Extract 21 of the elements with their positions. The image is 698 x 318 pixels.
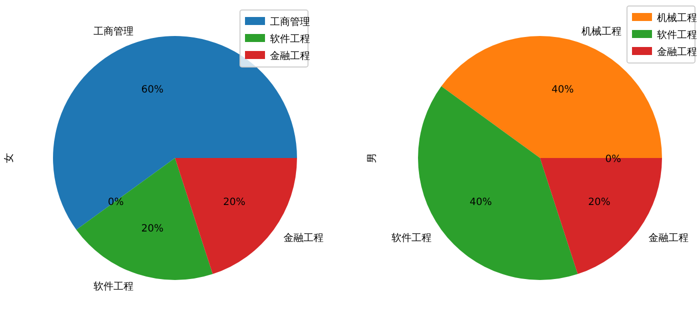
slice-label: 软件工程 — [391, 232, 432, 244]
data-label: 20% — [141, 224, 164, 235]
text: 男 — [367, 153, 378, 163]
text: 0% — [605, 154, 622, 165]
data-label: 40% — [470, 197, 492, 208]
data-label: 20% — [588, 197, 610, 208]
legend-label: 工商管理 — [270, 16, 310, 28]
slice-label: 软件工程 — [94, 280, 134, 293]
text: 女 — [3, 153, 15, 163]
legend-label: 软件工程 — [270, 33, 310, 45]
slice-label: 工商管理 — [94, 25, 134, 38]
slice-label: 金融工程 — [284, 232, 324, 244]
legend-label: 软件工程 — [657, 29, 697, 41]
data-label: 60% — [141, 84, 164, 96]
legend-label: 金融工程 — [270, 50, 310, 62]
legend-label: 金融工程 — [657, 46, 697, 58]
slice-label: 金融工程 — [648, 232, 689, 244]
legend-label: 机械工程 — [657, 12, 697, 24]
slice-label: 机械工程 — [581, 25, 622, 38]
data-label: 40% — [552, 84, 574, 96]
data-label: 20% — [223, 197, 246, 208]
